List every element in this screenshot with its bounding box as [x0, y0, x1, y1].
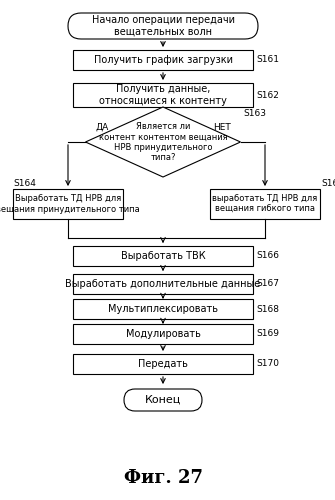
Text: Модулировать: Модулировать [126, 329, 200, 339]
Bar [13, 189, 123, 219]
Text: Конец: Конец [145, 395, 181, 405]
Text: S166: S166 [256, 252, 279, 260]
Text: S169: S169 [256, 330, 279, 338]
Text: S162: S162 [256, 90, 279, 100]
FancyBboxPatch shape [124, 389, 202, 411]
Bar [73, 354, 253, 374]
Bar [73, 324, 253, 344]
Text: S163: S163 [244, 109, 267, 118]
Text: S161: S161 [256, 56, 279, 64]
Bar [73, 50, 253, 70]
Text: Передать: Передать [138, 359, 188, 369]
Text: Фиг. 27: Фиг. 27 [124, 469, 202, 487]
Text: Начало операции передачи
вещательных волн: Начало операции передачи вещательных вол… [91, 15, 234, 37]
Text: Получить данные,
относящиеся к контенту: Получить данные, относящиеся к контенту [99, 84, 227, 106]
Bar [210, 189, 320, 219]
Text: Выработать дополнительные данные: Выработать дополнительные данные [65, 279, 261, 289]
Text: Выработать ТД НРВ для
вещания принудительного типа: Выработать ТД НРВ для вещания принудител… [0, 194, 140, 214]
Text: ДА: ДА [95, 123, 109, 132]
Text: НЕТ: НЕТ [213, 123, 230, 132]
Text: S165: S165 [321, 179, 335, 188]
FancyBboxPatch shape [68, 13, 258, 39]
Bar [73, 299, 253, 319]
Bar [73, 246, 253, 266]
Text: Выработать ТВК: Выработать ТВК [121, 251, 205, 261]
Polygon shape [85, 107, 241, 177]
Text: выработать ТД НРВ для
вещания гибкого типа: выработать ТД НРВ для вещания гибкого ти… [212, 194, 318, 214]
Text: S167: S167 [256, 280, 279, 288]
Text: Мультиплексировать: Мультиплексировать [108, 304, 218, 314]
Text: Является ли
контент контентом вещания
НРВ принудительного
типа?: Является ли контент контентом вещания НР… [99, 122, 227, 162]
Bar [73, 274, 253, 294]
Text: S168: S168 [256, 304, 279, 314]
Text: S164: S164 [13, 179, 36, 188]
Bar [73, 83, 253, 107]
Text: Получить график загрузки: Получить график загрузки [93, 55, 232, 65]
Text: S170: S170 [256, 360, 279, 368]
